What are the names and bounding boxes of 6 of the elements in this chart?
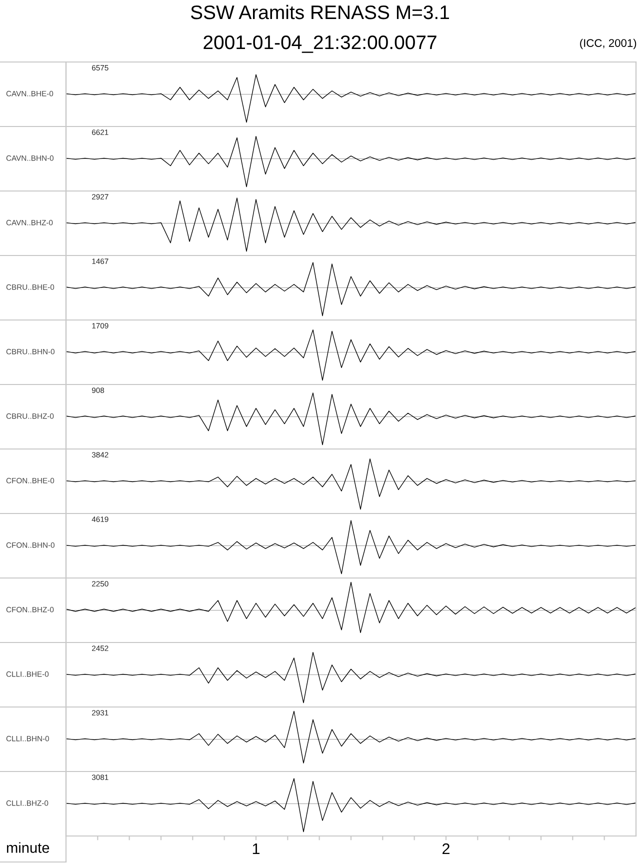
x-axis-title: minute	[6, 842, 50, 853]
x-tick-label: 1	[252, 844, 260, 854]
x-tick-label: 2	[442, 843, 450, 854]
chart-title: SSW Aramits RENASS M=3.1	[190, 4, 449, 20]
chart-subtitle: 2001-01-04_21:32:00.0077	[204, 35, 436, 53]
text: (ICC, 2001)	[580, 38, 636, 50]
